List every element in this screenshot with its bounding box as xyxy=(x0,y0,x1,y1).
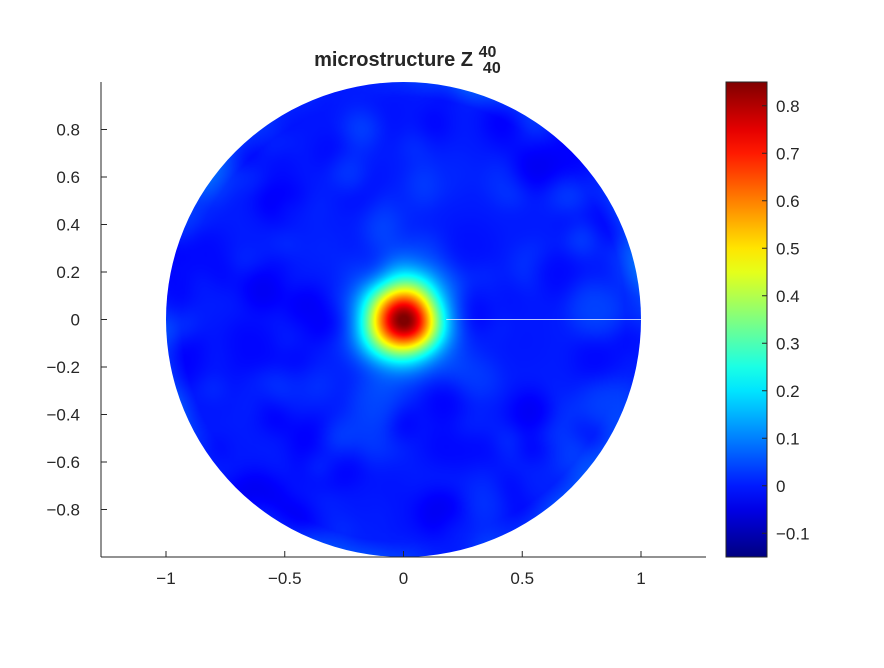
colorbar-tick-label: 0 xyxy=(776,477,785,496)
y-tick-label: 0.2 xyxy=(56,263,80,282)
chart-title-main: microstructure Z xyxy=(314,49,473,71)
colorbar-tick-label: 0.4 xyxy=(776,287,800,306)
y-tick-label: 0.8 xyxy=(56,121,80,140)
y-tick-label: −0.4 xyxy=(46,406,80,425)
y-tick-label: 0.4 xyxy=(56,216,80,235)
plot-area xyxy=(166,82,641,557)
y-tick-label: −0.6 xyxy=(46,453,80,472)
colorbar-gradient xyxy=(726,82,767,557)
colorbar-frame xyxy=(725,81,768,558)
colorbar-tick-label: 0.6 xyxy=(776,192,800,211)
colorbar-ticks: 0.8 0.7 0.6 0.5 0.4 0.3 0.2 0.1 0 −0.1 xyxy=(762,97,810,543)
colorbar-tick-label: 0.1 xyxy=(776,429,800,448)
x-tick-label: 0.5 xyxy=(510,569,534,588)
y-axis: 0.8 0.6 0.4 0.2 0 −0.2 −0.4 −0.6 −0.8 xyxy=(46,121,107,520)
chart-title-subscript: 40 xyxy=(483,60,501,77)
colorbar-tick-label: 0.7 xyxy=(776,144,800,163)
y-tick-label: 0 xyxy=(71,311,80,330)
colorbar-tick-label: 0.5 xyxy=(776,239,800,258)
chart-title: microstructure Z 40 40 xyxy=(314,40,502,77)
x-tick-label: −1 xyxy=(156,569,175,588)
colorbar-tick-label: −0.1 xyxy=(776,524,810,543)
colorbar-tick-label: 0.3 xyxy=(776,334,800,353)
y-tick-label: −0.2 xyxy=(46,358,80,377)
colorbar-tick-label: 0.2 xyxy=(776,382,800,401)
y-tick-label: 0.6 xyxy=(56,168,80,187)
chart-title-superscript: 40 xyxy=(479,44,497,61)
colorbar: 0.8 0.7 0.6 0.5 0.4 0.3 0.2 0.1 0 −0.1 xyxy=(725,81,810,558)
x-tick-label: 0 xyxy=(399,569,408,588)
y-tick-label: −0.8 xyxy=(46,501,80,520)
x-tick-label: 1 xyxy=(636,569,645,588)
x-tick-label: −0.5 xyxy=(268,569,302,588)
colorbar-tick-label: 0.8 xyxy=(776,97,800,116)
x-axis: −1 −0.5 0 0.5 1 xyxy=(156,551,646,588)
